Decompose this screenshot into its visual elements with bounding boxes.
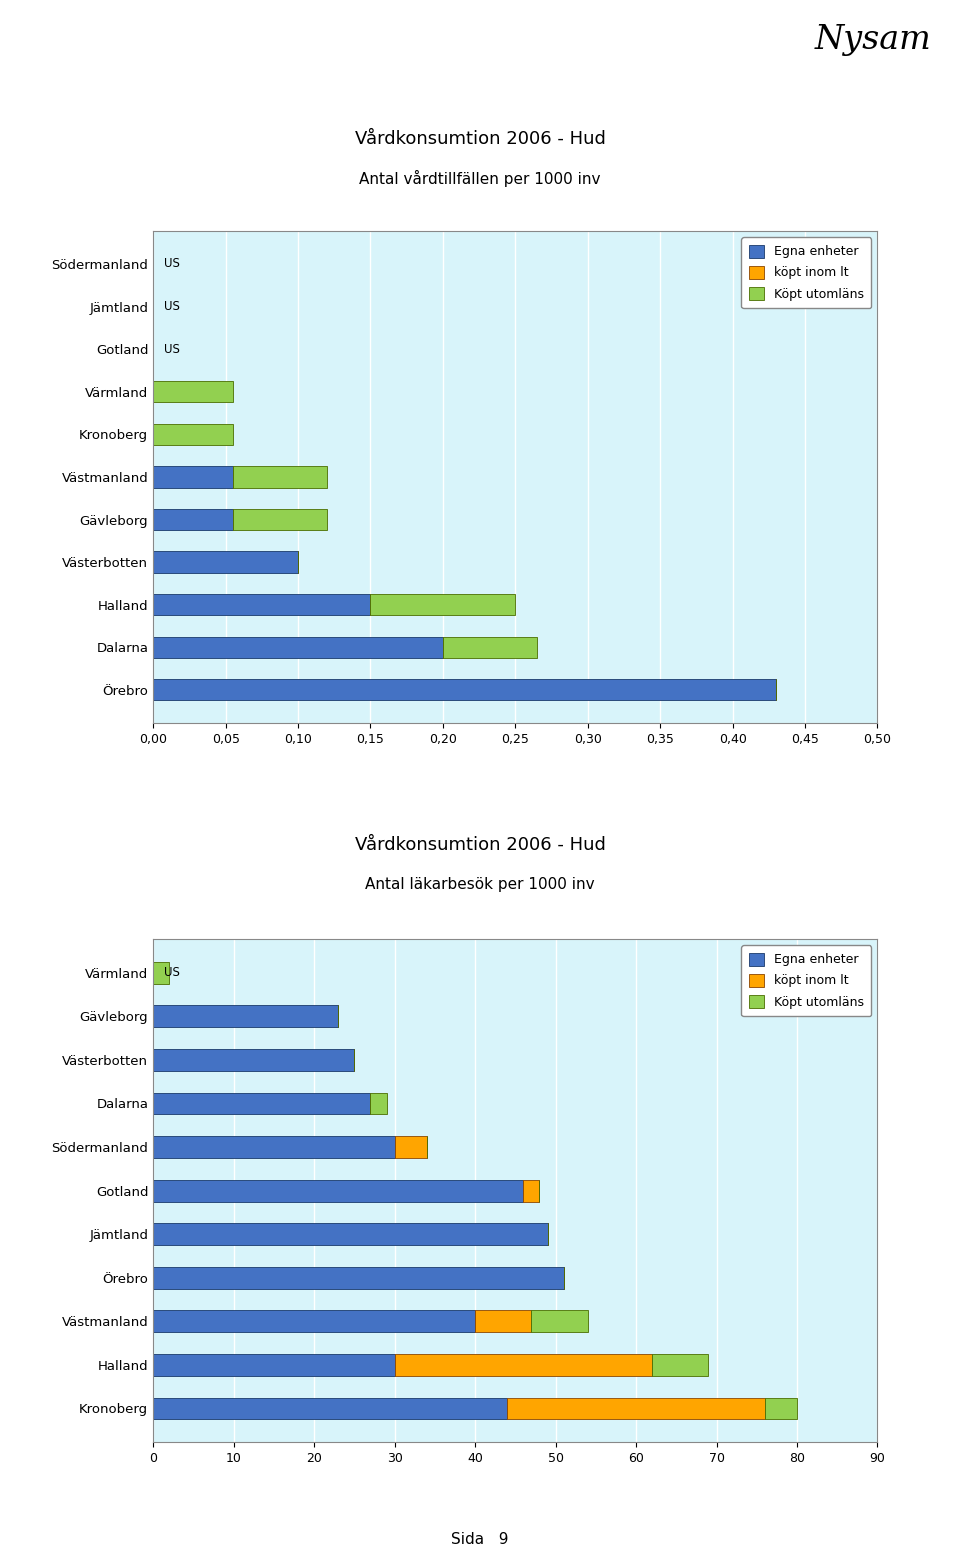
Bar [371,1092,387,1114]
Bar [154,1006,338,1028]
Legend: Egna enheter, köpt inom lt, Köpt utomläns: Egna enheter, köpt inom lt, Köpt utomlän… [741,945,871,1015]
Bar [154,1048,354,1070]
Bar [523,1180,540,1202]
Bar [154,509,233,530]
Text: US: US [164,257,180,271]
Bar [154,962,169,984]
Bar [652,1354,708,1376]
Text: Antal läkarbesök per 1000 inv: Antal läkarbesök per 1000 inv [365,878,595,892]
Bar [154,679,776,700]
Bar [154,1398,507,1420]
Bar [154,1310,475,1332]
Text: Nysam: Nysam [814,24,931,55]
Bar [233,467,327,487]
Bar [154,594,371,616]
Bar [154,1136,395,1158]
Bar [154,467,233,487]
Legend: Egna enheter, köpt inom lt, Köpt utomläns: Egna enheter, köpt inom lt, Köpt utomlän… [741,237,871,309]
Text: US: US [164,967,180,979]
Bar [154,381,233,403]
Bar [475,1310,532,1332]
Text: Vårdkonsumtion 2006 - Hud: Vårdkonsumtion 2006 - Hud [354,835,606,854]
Bar [154,636,443,658]
Bar [154,1180,523,1202]
Bar [395,1136,427,1158]
Text: Vårdkonsumtion 2006 - Hud: Vårdkonsumtion 2006 - Hud [354,130,606,147]
Bar [154,1224,547,1246]
Bar [443,636,537,658]
Bar [154,423,233,445]
Bar [154,1266,564,1288]
Bar [154,1354,395,1376]
Text: Antal vårdtillfällen per 1000 inv: Antal vårdtillfällen per 1000 inv [359,171,601,188]
Bar [371,594,516,616]
Bar [233,509,327,530]
Text: US: US [164,343,180,356]
Text: Sida   9: Sida 9 [451,1531,509,1547]
Text: US: US [164,299,180,313]
Bar [532,1310,588,1332]
Bar [154,552,298,572]
Bar [765,1398,797,1420]
Bar [154,1092,371,1114]
Bar [507,1398,765,1420]
Bar [395,1354,652,1376]
